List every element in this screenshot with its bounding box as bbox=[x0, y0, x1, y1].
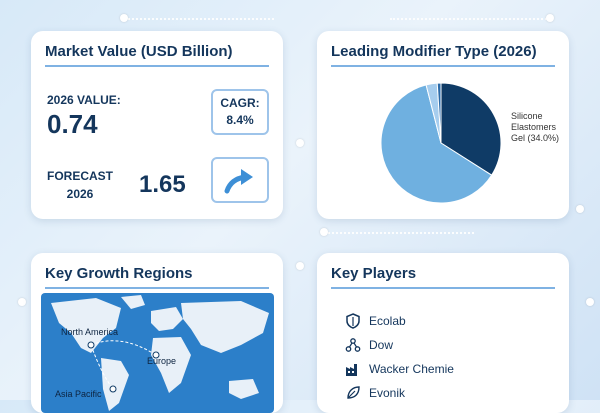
key-players-card: Key Players Ecolab Dow Wacker Chemie Evo… bbox=[317, 253, 569, 413]
cagr-label: CAGR: bbox=[220, 96, 260, 110]
world-map: North America Europe Asia Pacific bbox=[41, 293, 274, 413]
pie-label-line3: Gel (34.0%) bbox=[511, 133, 560, 143]
region-europe: Europe bbox=[147, 356, 177, 366]
cagr-badge: CAGR: 8.4% bbox=[211, 89, 269, 135]
forecast-label-line1: FORECAST bbox=[47, 169, 113, 183]
pie-label-line1: Silicone bbox=[511, 111, 543, 121]
connector-dot bbox=[18, 298, 26, 306]
forecast-label: FORECAST 2026 bbox=[47, 169, 113, 201]
shield-icon bbox=[346, 313, 360, 329]
title-divider bbox=[331, 65, 555, 67]
trend-up-arrow-icon bbox=[224, 169, 253, 194]
player-name: Dow bbox=[369, 338, 394, 352]
world-map-graphic bbox=[51, 295, 269, 411]
region-north-america: North America bbox=[61, 327, 119, 337]
pie-chart bbox=[380, 82, 502, 204]
player-item: Dow bbox=[345, 335, 393, 355]
forecast-value: 1.65 bbox=[139, 171, 186, 198]
title-divider bbox=[331, 287, 555, 289]
player-item: Wacker Chemie bbox=[345, 359, 454, 379]
pie-label-line2: Elastomers bbox=[511, 122, 557, 132]
player-name: Evonik bbox=[369, 386, 406, 400]
connector-top-right bbox=[390, 18, 550, 20]
forecast-label-line2: 2026 bbox=[66, 187, 94, 201]
player-item: Evonik bbox=[345, 383, 405, 403]
player-name: Ecolab bbox=[369, 314, 406, 328]
player-name: Wacker Chemie bbox=[369, 362, 454, 376]
title-divider bbox=[45, 287, 269, 289]
molecule-icon bbox=[345, 338, 361, 352]
title-divider bbox=[45, 65, 269, 67]
connector-top bbox=[124, 18, 274, 20]
connector-dot bbox=[586, 298, 594, 306]
connector-dot bbox=[546, 14, 554, 22]
leaf-icon bbox=[347, 386, 360, 399]
connector-bottom bbox=[324, 232, 474, 234]
connector-dot bbox=[120, 14, 128, 22]
trend-arrow-box bbox=[211, 157, 269, 203]
pie-title: Leading Modifier Type (2026) bbox=[331, 43, 537, 60]
value-label: 2026 VALUE: bbox=[47, 93, 121, 107]
market-value-card: Market Value (USD Billion) 2026 VALUE: 0… bbox=[31, 31, 283, 219]
factory-icon bbox=[346, 364, 357, 376]
cagr-value: 8.4% bbox=[226, 113, 254, 127]
connector-dot bbox=[296, 262, 304, 270]
modifier-type-card: Leading Modifier Type (2026) Silicone El… bbox=[317, 31, 569, 219]
connector-dot bbox=[320, 228, 328, 236]
current-value: 0.74 bbox=[47, 109, 98, 139]
pie-slice bbox=[436, 82, 442, 144]
pie-label: Silicone Elastomers Gel (34.0%) bbox=[511, 111, 559, 144]
connector-dot bbox=[576, 205, 584, 213]
regions-title: Key Growth Regions bbox=[45, 265, 193, 282]
pie-slice bbox=[380, 84, 493, 204]
connector-dot bbox=[296, 139, 304, 147]
market-value-title: Market Value (USD Billion) bbox=[45, 43, 233, 60]
player-item: Ecolab bbox=[345, 311, 406, 331]
players-title: Key Players bbox=[331, 265, 417, 282]
region-asia-pacific: Asia Pacific bbox=[55, 389, 102, 399]
growth-regions-card: Key Growth Regions North America Eur bbox=[31, 253, 283, 413]
